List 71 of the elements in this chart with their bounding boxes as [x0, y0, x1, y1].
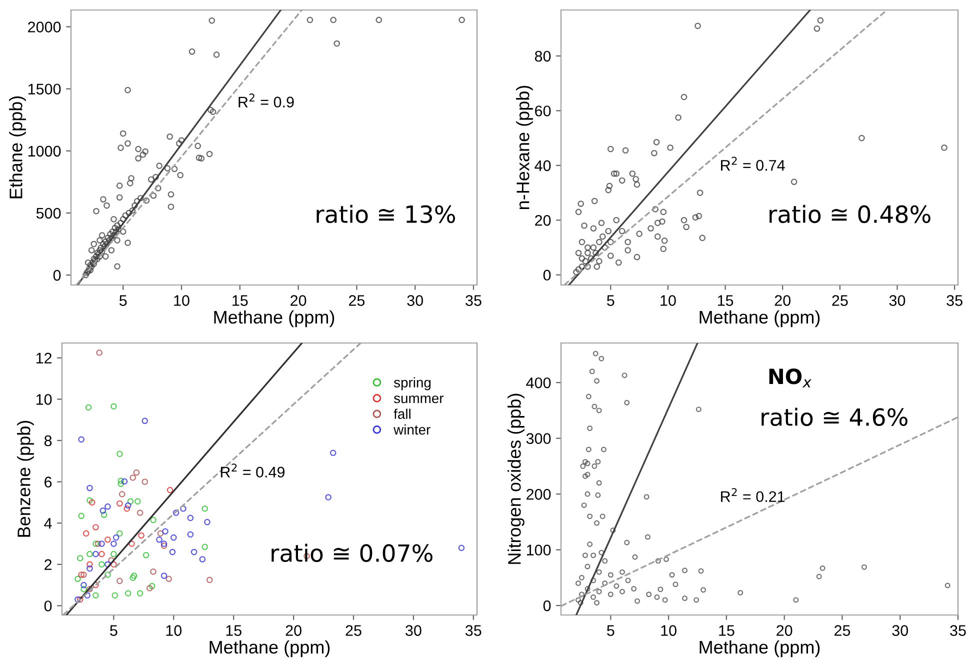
x-tick-label: 15: [719, 625, 734, 636]
x-tick-label: 25: [834, 625, 850, 636]
annotation: ratio ≅ 0.48%: [770, 204, 930, 224]
y-axis-title: Ethane (ppb): [9, 96, 26, 198]
legend-label: spring: [394, 377, 431, 390]
y-tick-label: 0: [53, 270, 61, 281]
x-tick-label: 10: [661, 625, 676, 636]
x-axis-title: Methane (ppm): [700, 310, 820, 328]
y-tick-label: 60: [535, 106, 551, 116]
x-tick-label: 15: [232, 295, 248, 306]
x-tick-label: 20: [776, 625, 792, 636]
x-tick-label: 15: [226, 625, 242, 636]
x-tick-label: 30: [889, 295, 906, 306]
x-tick-label: 10: [660, 295, 676, 306]
y-tick-label: 0: [543, 600, 551, 612]
y-tick-label: 300: [526, 433, 551, 444]
x-tick-label: 35: [950, 625, 966, 636]
y-tick-label: 200: [526, 488, 551, 500]
x-tick-label: 25: [348, 295, 365, 306]
x-tick-label: 35: [466, 295, 482, 306]
annotation: ratio ≅ 0.07%: [272, 544, 432, 562]
x-tick-label: 25: [346, 625, 362, 636]
x-axis-title: Methane (ppm): [214, 310, 334, 328]
y-tick-label: 80: [534, 50, 551, 62]
x-tick-label: 35: [465, 625, 482, 636]
annotation: R$^{2}$ = 0.49: [220, 464, 285, 478]
y-tick-label: 2: [44, 559, 52, 570]
y-tick-label: 1500: [28, 84, 61, 95]
annotation: ratio ≅ 4.6%: [762, 408, 908, 426]
y-tick-label: 400: [526, 377, 551, 388]
x-tick-label: 30: [407, 295, 423, 306]
x-tick-label: 5: [119, 295, 127, 306]
x-tick-label: 35: [946, 295, 962, 306]
y-tick-label: 4: [44, 518, 52, 529]
y-tick-label: 0: [44, 600, 52, 612]
x-tick-label: 30: [892, 625, 908, 636]
annotation: R$^{2}$ = 0.21: [721, 488, 785, 502]
legend-label: winter: [394, 424, 430, 435]
y-axis-title: Benzene (ppb): [17, 420, 34, 537]
x-tick-label: 20: [286, 625, 302, 636]
y-tick-label: 500: [36, 208, 61, 219]
annotation: R$^{2}$ = 0.74: [721, 156, 785, 171]
y-tick-label: 1000: [28, 146, 61, 157]
x-tick-label: 20: [290, 295, 306, 306]
x-tick-label: 25: [832, 295, 848, 306]
y-tick-label: 20: [535, 215, 551, 226]
y-tick-label: 40: [534, 160, 551, 172]
y-axis-title: n-Hexane (ppb): [516, 86, 533, 210]
x-tick-label: 5: [110, 625, 118, 636]
x-tick-label: 30: [406, 625, 422, 636]
x-tick-label: 10: [166, 625, 182, 636]
x-tick-label: 5: [607, 625, 614, 636]
y-tick-label: 8: [44, 435, 52, 446]
x-axis-title: Methane (ppm): [700, 640, 820, 658]
x-tick-label: 15: [718, 295, 734, 306]
annotation: NO$_{x}$: [769, 368, 812, 388]
y-tick-label: 0: [543, 270, 551, 281]
annotation: R$^{2}$ = 0.9: [238, 94, 294, 108]
y-tick-label: 12: [36, 352, 52, 364]
annotation: ratio ≅ 13%: [316, 204, 456, 224]
legend-label: summer: [394, 396, 444, 404]
x-tick-label: 5: [607, 295, 614, 306]
legend-label: fall: [394, 408, 410, 419]
y-tick-label: 6: [44, 476, 52, 488]
y-tick-label: 100: [526, 544, 551, 556]
y-axis-title: Nitrogen oxides (ppb): [508, 394, 524, 564]
y-tick-label: 10: [36, 394, 52, 405]
x-tick-label: 20: [774, 295, 790, 306]
x-tick-label: 10: [174, 295, 190, 306]
y-tick-label: 2000: [28, 22, 61, 32]
x-axis-title: Methane (ppm): [210, 640, 330, 658]
